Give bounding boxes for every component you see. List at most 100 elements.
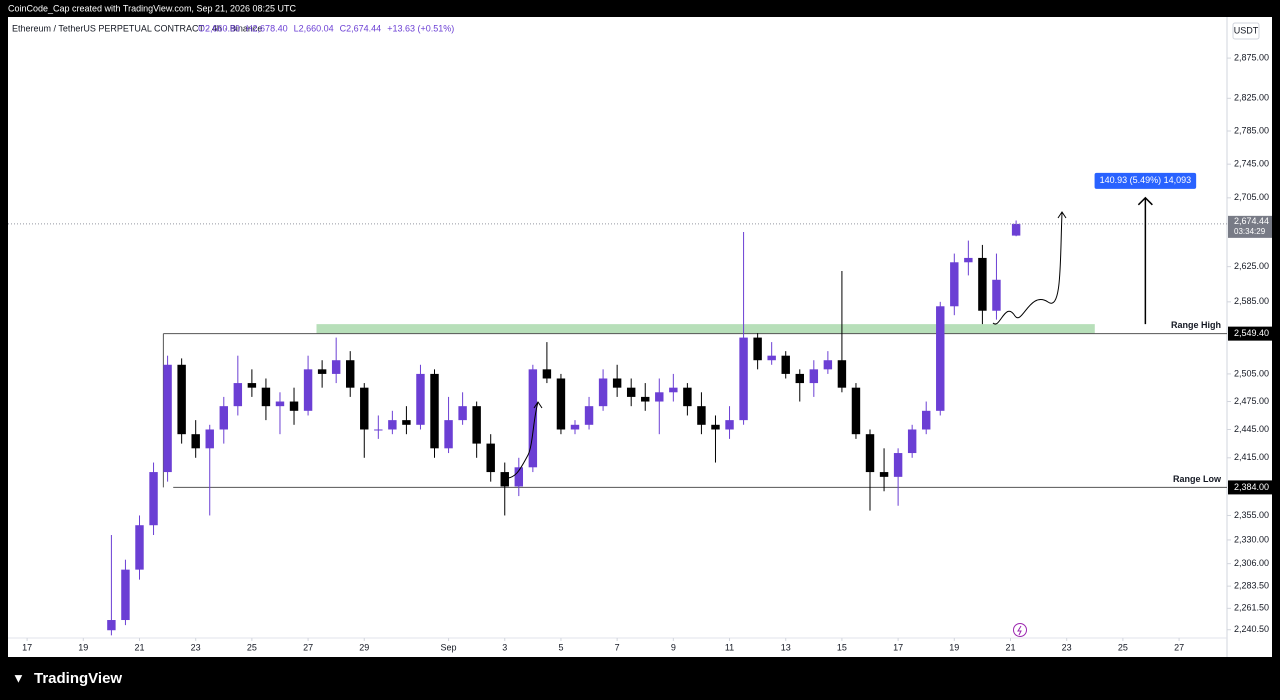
candle-body — [458, 406, 467, 421]
y-tick-label: 2,875.00 — [1234, 52, 1269, 62]
x-tick-label: 23 — [191, 642, 201, 652]
legend-value: O2,660.80 — [198, 23, 240, 33]
candle-body — [879, 472, 889, 477]
top-bar-text: CoinCode_Cap created with TradingView.co… — [8, 3, 297, 13]
candle-body — [303, 369, 313, 411]
range-name: Range Low — [1173, 474, 1222, 484]
candle-body — [936, 306, 945, 411]
legend-value: +13.63 (+0.51%) — [387, 23, 454, 33]
logo-icon: ▼ — [12, 670, 25, 685]
x-tick-label: 27 — [303, 642, 313, 652]
candle-body — [781, 355, 790, 374]
x-tick-label: 17 — [893, 642, 903, 652]
candle-body — [472, 406, 481, 444]
y-tick-label: 2,825.00 — [1234, 93, 1269, 103]
currency-box — [1232, 22, 1260, 40]
legend-value: H2,678.40 — [246, 23, 288, 33]
candle-body — [964, 257, 973, 263]
x-tick-label: 19 — [949, 642, 959, 652]
candle-body — [570, 424, 580, 430]
y-tick-label: 2,745.00 — [1234, 159, 1269, 169]
candle-body — [950, 262, 959, 307]
y-tick-label: 2,415.00 — [1234, 452, 1269, 462]
candle-body — [893, 453, 903, 477]
price-label-box — [1228, 326, 1272, 341]
y-tick-label: 2,505.00 — [1234, 368, 1269, 378]
candle-body — [163, 364, 172, 473]
candle-body — [739, 337, 748, 421]
measure-arrow-head — [1137, 196, 1153, 206]
candle-body — [107, 620, 116, 631]
candle-body — [402, 420, 411, 425]
candle-body — [697, 406, 706, 425]
x-tick-label: 29 — [359, 642, 369, 652]
legend-value: L2,660.04 — [294, 23, 334, 33]
candle-body — [795, 373, 804, 384]
last-price-label: 2,674.44 — [1234, 216, 1269, 226]
candle-body — [823, 360, 833, 370]
plot: 2,875.00 2,825.00 2,785.00 2,745.00 2,705.00… — [8, 52, 1272, 652]
x-tick-label: 27 — [1174, 642, 1184, 652]
x-tick-label: 7 — [615, 642, 620, 652]
last-price-box — [1228, 215, 1272, 238]
candle-body — [500, 472, 509, 487]
candle-body — [177, 364, 186, 435]
y-tick-label: 2,625.00 — [1234, 261, 1269, 271]
y-tick-label: 2,306.00 — [1234, 558, 1269, 568]
candle-body — [346, 360, 355, 388]
x-tick-label: 17 — [22, 642, 32, 652]
x-tick-label: 9 — [671, 642, 676, 652]
legend-value: C2,674.44 — [340, 23, 382, 33]
y-tick-label: 2,261.50 — [1234, 603, 1269, 613]
candle-body — [598, 378, 608, 407]
projection-drawing — [502, 401, 543, 479]
candle-body — [360, 387, 369, 430]
legend-symbol: Ethereum / TetherUS PERPETUAL CONTRACT ·… — [12, 23, 262, 33]
chart-panel — [8, 17, 1272, 657]
x-tick-label: 13 — [781, 642, 791, 652]
candle-body — [641, 396, 650, 402]
x-tick-label: Sep — [441, 642, 457, 652]
y-tick-label: 2,355.00 — [1234, 510, 1269, 520]
candle-body — [247, 383, 257, 388]
y-tick-label: 2,475.00 — [1234, 396, 1269, 406]
candle-body — [331, 360, 341, 374]
x-tick-label: 3 — [502, 642, 507, 652]
candle-body — [261, 387, 271, 407]
x-tick-label: 25 — [1118, 642, 1128, 652]
y-tick-label: 2,330.00 — [1234, 534, 1269, 544]
candle-body — [416, 373, 425, 425]
candle-body — [542, 369, 552, 379]
measure-label-box — [1094, 172, 1197, 189]
candle-body — [135, 525, 144, 570]
candle-body — [725, 420, 734, 430]
candle-body — [444, 420, 453, 449]
y-tick-label: 2,445.00 — [1234, 424, 1269, 434]
candle-body — [219, 406, 228, 430]
price-label: 2,549.40 — [1234, 328, 1269, 338]
candle-body — [669, 387, 678, 393]
alert-icon[interactable] — [1013, 623, 1027, 637]
candle-body — [1011, 223, 1021, 236]
x-tick-label: 25 — [247, 642, 257, 652]
projection-drawing — [992, 211, 1067, 325]
candle-body — [837, 360, 847, 388]
candle-body — [767, 355, 776, 361]
y-tick-label: 2,705.00 — [1234, 192, 1269, 202]
x-tick-label: 11 — [725, 642, 734, 652]
candle-body — [809, 369, 819, 384]
y-tick-label: 2,585.00 — [1234, 296, 1269, 306]
measure-label: 140.93 (5.49%) 14,093 — [1100, 175, 1192, 185]
legend-ohlc: O2,660.80 H2,678.40 L2,660.04 C2,674.44 +13.… — [198, 23, 454, 33]
candle-body — [851, 387, 861, 435]
candle-body — [753, 337, 762, 361]
candle-body — [430, 373, 439, 449]
footer-logo: TradingView — [34, 670, 122, 687]
price-label-box — [1228, 480, 1272, 495]
candle-body — [655, 392, 664, 402]
y-tick-label: 2,283.50 — [1234, 581, 1269, 591]
candle-body — [992, 279, 1001, 311]
candle-body — [907, 429, 917, 454]
currency: USDT — [1234, 25, 1259, 35]
